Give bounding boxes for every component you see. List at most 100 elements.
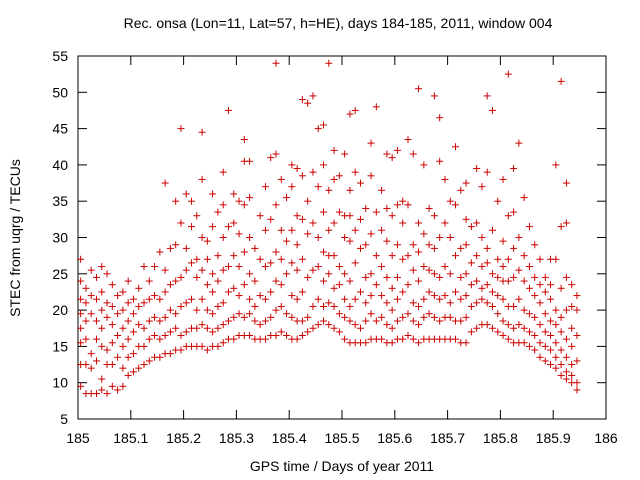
data-point — [320, 277, 328, 285]
data-point — [203, 306, 211, 314]
data-point — [177, 302, 185, 310]
data-point — [87, 350, 95, 358]
data-point — [293, 241, 301, 249]
data-point — [235, 292, 243, 300]
data-point — [430, 212, 438, 220]
data-point — [515, 139, 523, 147]
data-point — [119, 288, 127, 296]
data-point — [161, 288, 169, 296]
data-point — [568, 371, 576, 379]
data-point — [246, 270, 254, 278]
data-point — [541, 357, 549, 365]
data-point — [409, 266, 417, 274]
data-point — [82, 361, 90, 369]
data-point — [488, 270, 496, 278]
data-point — [135, 284, 143, 292]
data-points — [77, 59, 581, 398]
data-point — [246, 234, 254, 241]
data-point — [140, 361, 148, 369]
data-point — [446, 313, 454, 321]
x-axis-label: GPS time / Days of year 2011 — [250, 458, 434, 474]
data-point — [156, 353, 164, 361]
data-point — [393, 273, 401, 281]
data-point — [378, 292, 386, 300]
data-point — [446, 234, 454, 241]
data-point — [293, 212, 301, 220]
data-point — [288, 183, 296, 191]
data-point — [383, 150, 391, 158]
data-point — [536, 339, 544, 347]
data-point — [87, 292, 95, 300]
data-point — [314, 295, 322, 303]
data-point — [145, 295, 153, 303]
data-point — [388, 154, 396, 162]
data-point — [77, 324, 85, 332]
data-point — [261, 335, 269, 343]
data-point — [235, 230, 243, 238]
data-point — [129, 368, 137, 376]
data-point — [283, 310, 291, 318]
data-point — [224, 106, 232, 114]
data-point — [488, 106, 496, 114]
data-point — [488, 226, 496, 234]
data-point — [214, 277, 222, 285]
data-point — [388, 339, 396, 347]
data-point — [182, 190, 190, 198]
data-point — [483, 299, 491, 307]
data-point — [525, 310, 533, 318]
data-point — [367, 310, 375, 318]
data-point — [525, 284, 533, 292]
data-point — [267, 154, 275, 162]
data-point — [325, 186, 333, 194]
data-point — [415, 302, 423, 310]
data-point — [335, 310, 343, 318]
data-point — [203, 237, 211, 245]
data-point — [367, 292, 375, 300]
data-point — [293, 295, 301, 303]
data-point — [436, 273, 444, 281]
data-point — [557, 361, 565, 369]
data-point — [230, 335, 238, 343]
data-point — [510, 302, 518, 310]
data-point — [520, 252, 528, 260]
data-point — [251, 317, 259, 325]
data-point — [77, 255, 85, 263]
data-point — [525, 328, 533, 336]
data-point — [256, 212, 264, 220]
data-point — [562, 219, 570, 227]
data-point — [214, 342, 222, 350]
data-point — [446, 270, 454, 278]
data-point — [504, 321, 512, 329]
data-point — [562, 179, 570, 187]
data-point — [230, 313, 238, 321]
y-tick-label: 40 — [52, 157, 68, 173]
data-point — [409, 150, 417, 158]
data-point — [356, 288, 364, 296]
data-point — [298, 215, 306, 223]
data-point — [531, 273, 539, 281]
data-point — [510, 273, 518, 281]
data-point — [547, 295, 555, 303]
x-tick-label: 185.9 — [536, 430, 571, 446]
data-point — [172, 324, 180, 332]
data-point — [293, 266, 301, 274]
data-point — [362, 339, 370, 347]
data-point — [114, 332, 122, 340]
data-point — [420, 263, 428, 271]
data-point — [203, 346, 211, 354]
x-tick-label: 186 — [594, 430, 618, 446]
data-point — [341, 295, 349, 303]
data-point — [568, 281, 576, 289]
data-point — [246, 157, 254, 165]
data-point — [267, 215, 275, 223]
data-point — [346, 302, 354, 310]
y-tick-label: 30 — [52, 230, 68, 246]
data-point — [541, 328, 549, 336]
data-point — [409, 241, 417, 249]
data-point — [87, 364, 95, 372]
data-point — [351, 106, 359, 114]
data-point — [557, 77, 565, 85]
data-point — [108, 321, 116, 329]
data-point — [452, 201, 460, 209]
data-point — [156, 317, 164, 325]
